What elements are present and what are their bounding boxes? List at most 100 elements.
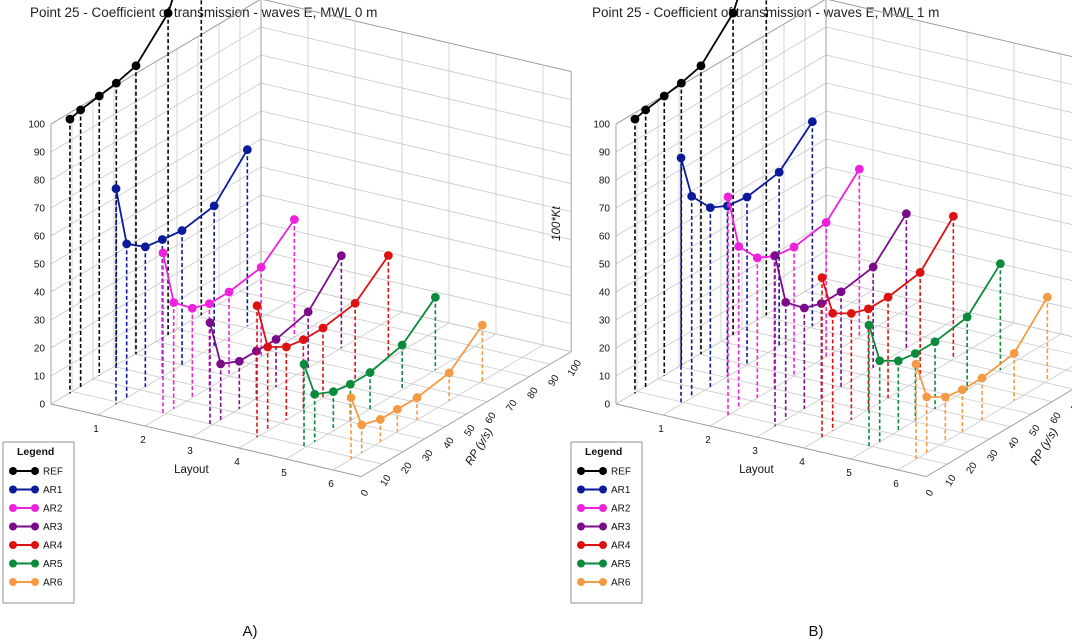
legend-label: AR1: [611, 485, 631, 496]
data-point: [375, 415, 385, 424]
legend-marker: [599, 578, 607, 586]
data-point: [863, 304, 873, 314]
series-ar4: [252, 251, 393, 438]
legend-label: AR2: [611, 504, 631, 515]
data-point: [345, 379, 355, 389]
back-wall-gridline: [825, 222, 1072, 281]
layout-tick-label: 1: [93, 424, 99, 435]
legend-marker: [9, 578, 17, 586]
legend-marker: [599, 485, 607, 494]
z-tick-label: 20: [599, 344, 611, 355]
data-point: [864, 320, 874, 330]
rp-tick-label: 50: [1027, 423, 1042, 439]
back-wall-gridline: [260, 250, 572, 324]
data-point: [187, 303, 197, 313]
back-wall-gridline: [825, 194, 1072, 253]
legend-marker: [599, 541, 607, 549]
legend: Legend REF AR1 AR2 AR3 AR4 AR5 AR6: [570, 441, 643, 604]
z-tick-label: 10: [34, 372, 46, 383]
chart-title: Point 25 - Coefficient of transmission -…: [592, 5, 939, 20]
legend-marker: [9, 541, 17, 549]
data-point: [169, 298, 179, 307]
data-point: [659, 91, 669, 101]
data-point: [816, 299, 826, 308]
data-point: [854, 164, 864, 174]
data-point: [263, 342, 273, 352]
layout-tick-label: 5: [846, 468, 852, 479]
legend-marker: [599, 504, 607, 512]
axis-frame: [263, 0, 572, 73]
layout-tick-label: 2: [705, 435, 711, 446]
layout-tick-label: 4: [234, 457, 240, 468]
data-point: [328, 387, 338, 397]
legend-marker: [31, 467, 39, 475]
rp-tick-label: 70: [1069, 398, 1072, 414]
chart-title: Point 25 - Coefficient of transmission -…: [30, 5, 377, 20]
data-point: [177, 226, 187, 235]
series-ar1: [111, 145, 252, 405]
data-point: [915, 268, 925, 277]
floor-gridline: [71, 391, 383, 465]
layout-axis-label: Layout: [739, 464, 774, 476]
data-point: [734, 242, 744, 251]
data-point: [828, 308, 838, 318]
z-tick-label: 80: [34, 176, 46, 187]
data-point: [157, 235, 167, 244]
data-point: [922, 392, 932, 402]
data-point: [901, 209, 911, 219]
back-wall-gridline: [260, 54, 572, 128]
legend-label: AR3: [43, 522, 63, 533]
series-ar6: [346, 320, 487, 460]
data-point: [298, 335, 308, 345]
legend-marker: [31, 485, 39, 494]
floor-gridline: [720, 341, 1032, 415]
data-point: [705, 203, 715, 213]
data-point: [910, 349, 920, 358]
series-ref: [65, 0, 203, 394]
data-point: [299, 359, 309, 369]
data-point: [365, 368, 375, 377]
floor-gridline: [636, 391, 948, 465]
data-point: [346, 393, 356, 403]
floor-gridline: [741, 328, 1053, 402]
floor-gridline: [783, 303, 1072, 372]
data-point: [836, 287, 846, 297]
rp-tick-label: 50: [462, 423, 477, 439]
data-point: [930, 337, 940, 347]
data-point: [799, 303, 809, 313]
legend-label: REF: [43, 467, 63, 478]
z-tick-label: 80: [599, 176, 611, 187]
z-tick-label: 10: [599, 372, 611, 383]
legend-marker: [577, 485, 585, 494]
rp-tick-label: 40: [1006, 435, 1021, 451]
data-point: [977, 373, 987, 383]
data-point: [752, 253, 762, 263]
data-point: [318, 323, 328, 333]
grid: [615, 0, 1072, 477]
series-ar3: [770, 209, 911, 427]
layout-tick-label: 6: [893, 479, 899, 490]
data-point: [357, 420, 367, 430]
data-point: [271, 334, 281, 344]
legend-marker: [9, 467, 17, 475]
back-wall-gridline: [825, 82, 1072, 141]
layout-tick-label: 2: [140, 435, 146, 446]
rp-tick-label: 20: [964, 460, 979, 476]
z-tick-label: 40: [34, 288, 46, 299]
legend-marker: [577, 541, 585, 549]
legend: Legend REF AR1 AR2 AR3 AR4 AR5 AR6: [2, 441, 75, 604]
panel-label: B): [809, 623, 824, 640]
legend-label: AR4: [611, 541, 631, 552]
z-tick-label: 100: [28, 120, 45, 131]
legend-marker: [31, 559, 39, 568]
legend-marker: [31, 578, 39, 586]
floor-gridline: [134, 353, 446, 427]
series-ar5: [299, 292, 440, 449]
series-ar4: [817, 211, 958, 438]
data-point: [630, 114, 640, 124]
layout-tick-label: 4: [799, 457, 805, 468]
z-tick-label: 40: [599, 288, 611, 299]
legend-label: AR5: [611, 559, 631, 570]
data-point: [696, 61, 706, 71]
